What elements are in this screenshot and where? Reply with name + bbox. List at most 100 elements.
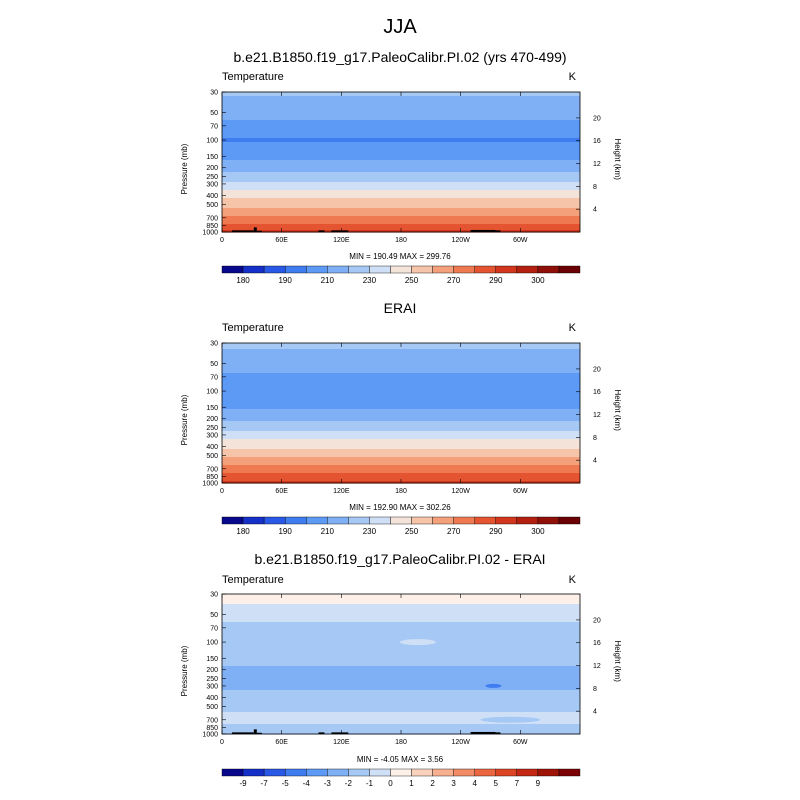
colorbar-tick-label: 290: [489, 527, 503, 536]
contour-band: [222, 417, 580, 420]
panel-title: b.e21.B1850.f19_g17.PaleoCalibr.PI.02 (y…: [233, 49, 566, 65]
colorbar-segment: [263, 265, 286, 274]
contour-band: [222, 724, 580, 727]
colorbar-segment: [284, 768, 307, 777]
topography-block: [256, 230, 262, 232]
contour-band: [222, 463, 580, 466]
contour-band: [222, 443, 580, 446]
y-tick-label: 300: [206, 181, 218, 188]
colorbar-segment: [242, 768, 265, 777]
y-tick-label: 200: [206, 165, 218, 172]
anomaly-blob: [399, 639, 436, 646]
y2-tick-label: 4: [593, 458, 597, 465]
contour-band: [222, 361, 580, 364]
colorbar-segment: [348, 768, 370, 777]
contour-band: [222, 465, 580, 468]
contour-band: [222, 212, 580, 215]
topography-block: [331, 732, 349, 734]
contour-band: [222, 614, 580, 617]
y-tick-label: 500: [206, 704, 218, 711]
contour-band: [222, 630, 580, 633]
contour-band: [222, 726, 580, 729]
topography-block: [231, 732, 254, 734]
x-tick-label: 0: [220, 739, 224, 746]
y-tick-label: 150: [206, 405, 218, 412]
colorbar-tick-label: 250: [405, 527, 419, 536]
contour-band: [222, 381, 580, 384]
y2-tick-label: 16: [593, 389, 601, 396]
contour-band: [222, 142, 580, 145]
contour-band: [222, 435, 580, 438]
contour-band: [222, 106, 580, 109]
x-tick-label: 120W: [452, 237, 471, 244]
contour-band: [222, 626, 580, 629]
contour-band: [222, 102, 580, 105]
min-max-label: MIN = 192.90 MAX = 302.26: [349, 503, 451, 512]
min-max-label: MIN = 190.49 MAX = 299.76: [349, 252, 451, 261]
contour-band: [222, 437, 580, 440]
y-tick-label: 500: [206, 202, 218, 209]
contour-band: [222, 451, 580, 454]
colorbar-segment: [306, 516, 328, 525]
x-tick-label: 60W: [513, 739, 528, 746]
y-axis-label: Pressure (mb): [180, 645, 189, 696]
colorbar: 180 190 210 230 250 270 290 300: [221, 516, 581, 536]
contour-band: [222, 397, 580, 400]
contour-band: [222, 357, 580, 360]
contour-band: [222, 136, 580, 139]
colorbar-tick-label: 270: [447, 276, 461, 285]
contour-band: [222, 100, 580, 103]
contour-band: [222, 598, 580, 601]
colorbar-tick-label: 300: [531, 527, 545, 536]
colorbar-segment: [348, 516, 370, 525]
colorbar-segment: [411, 516, 433, 525]
variable-label: Temperature: [222, 71, 284, 83]
y-tick-label: 250: [206, 425, 218, 432]
contour-band: [222, 391, 580, 394]
x-tick-label: 60E: [275, 237, 288, 244]
x-tick-label: 120E: [333, 237, 350, 244]
colorbar-segment: [558, 516, 581, 525]
topography-block: [256, 732, 262, 734]
colorbar-tick-label: 250: [405, 276, 419, 285]
contour-band: [222, 413, 580, 416]
contour-band: [222, 200, 580, 203]
y-tick-label: 30: [210, 341, 218, 348]
contour-band: [222, 664, 580, 667]
contour-band: [222, 628, 580, 631]
colorbar-segment: [221, 516, 244, 525]
contour-band: [222, 96, 580, 99]
y-axis-label: Pressure (mb): [180, 143, 189, 194]
contour-band: [222, 214, 580, 217]
colorbar-segment: [474, 516, 496, 525]
colorbar-tick-label: 1: [409, 779, 414, 788]
y-tick-label: 850: [206, 474, 218, 481]
colorbar-segment: [284, 265, 307, 274]
contour-band: [222, 608, 580, 611]
contour-band: [222, 176, 580, 179]
contour-plot: 3050701001502002503004005007008501000Pre…: [180, 592, 622, 747]
contour-band: [222, 686, 580, 689]
y2-tick-label: 20: [593, 366, 601, 373]
contour-band: [222, 222, 580, 225]
colorbar-segment: [411, 768, 433, 777]
y-tick-label: 300: [206, 683, 218, 690]
contour-band: [222, 429, 580, 432]
colorbar-segment: [516, 516, 539, 525]
y-tick-label: 400: [206, 444, 218, 451]
contour-band: [222, 712, 580, 715]
contour-band: [222, 405, 580, 408]
colorbar-tick-label: 7: [515, 779, 520, 788]
contour-band: [222, 409, 580, 412]
contour-band: [222, 150, 580, 153]
contour-band: [222, 353, 580, 356]
contour-band: [222, 423, 580, 426]
colorbar-segment: [348, 265, 370, 274]
colorbar-segment: [221, 768, 244, 777]
y-tick-label: 700: [206, 215, 218, 222]
y-tick-label: 50: [210, 612, 218, 619]
contour-band: [222, 144, 580, 147]
contour-band: [222, 160, 580, 163]
y-tick-label: 1000: [202, 481, 218, 488]
contour-band: [222, 122, 580, 125]
